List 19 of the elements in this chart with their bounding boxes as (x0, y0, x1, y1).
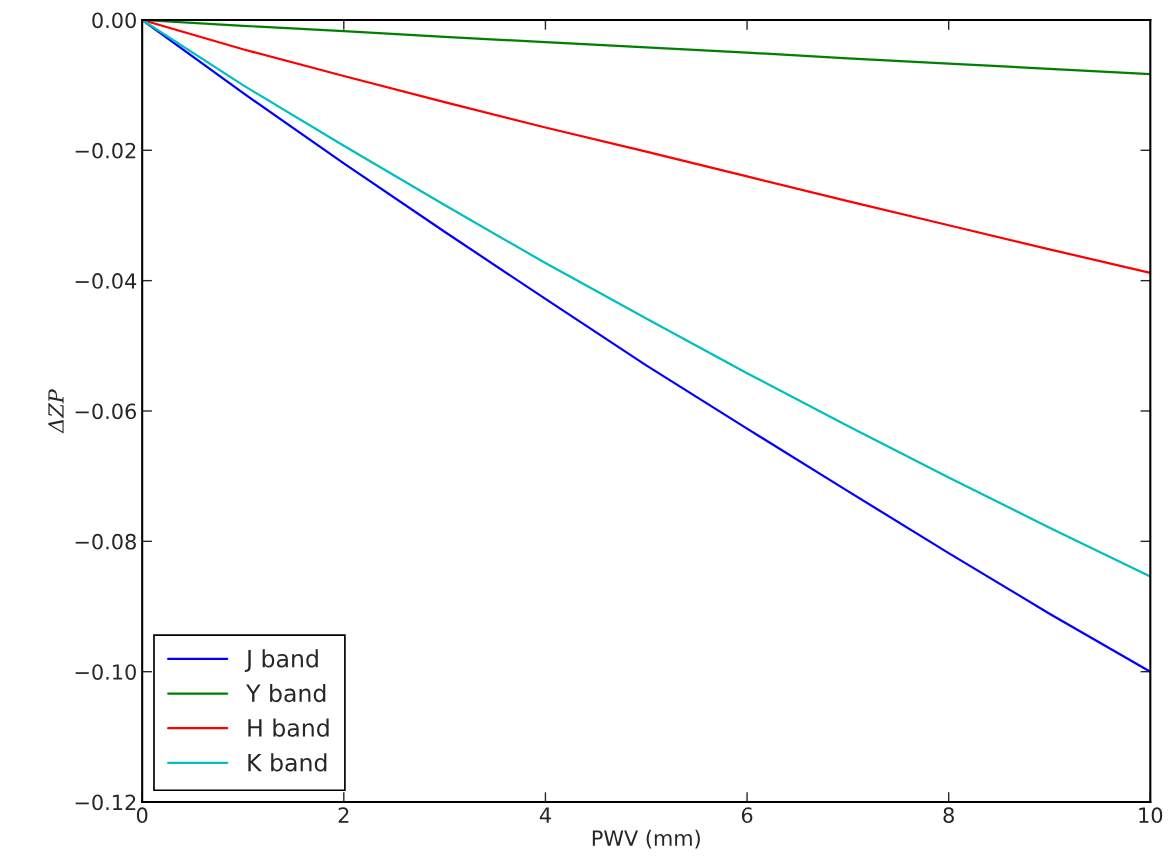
legend-label: Y band (246, 683, 326, 703)
y-tick-label: −0.10 (75, 664, 136, 680)
y-tick-label: −0.04 (75, 273, 137, 289)
x-tick-label: 4 (539, 807, 551, 823)
legend-label: H band (248, 718, 329, 737)
y-tick-label: −0.08 (75, 533, 136, 550)
x-tick-label: 6 (741, 807, 753, 824)
y-tick-label: −0.06 (75, 403, 136, 420)
y-tick-label: −0.12 (75, 794, 136, 811)
y-axis-title: ΔZP (48, 389, 64, 434)
legend-label: K band (248, 753, 327, 772)
y-tick-label: −0.02 (75, 142, 136, 159)
x-tick-label: 8 (943, 807, 954, 824)
x-tick-label: 0 (136, 807, 148, 824)
legend-label: J band (244, 649, 318, 672)
x-tick-label: 10 (1139, 807, 1163, 824)
x-axis-title: PWV (mm) (592, 829, 700, 849)
y-tick-label: 0.00 (92, 12, 136, 29)
x-tick-label: 2 (338, 807, 349, 823)
